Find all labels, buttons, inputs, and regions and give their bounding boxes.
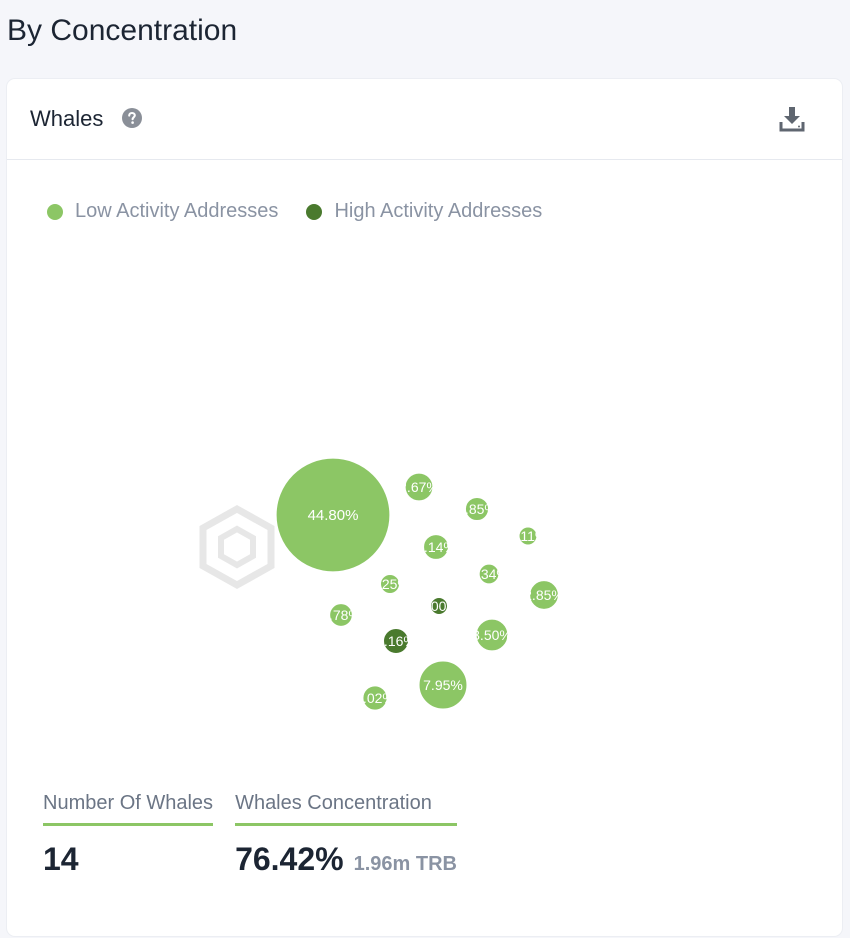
legend-item-high[interactable]: High Activity Addresses: [306, 200, 542, 223]
stat-value: 14: [43, 841, 79, 877]
legend-dot-low: [47, 203, 63, 220]
bubble[interactable]: 1.85%: [457, 496, 497, 522]
bubble-chart-svg: 44.80% 2.67% 1.85% 1.11% 2.14% 1.34% 1.25% 2.85…: [199, 457, 564, 711]
bubble-label: 3.50%: [472, 627, 512, 643]
bubble-label: 1.25%: [370, 576, 410, 592]
card-title: Whales: [30, 106, 104, 131]
bubble-circle[interactable]: [418, 660, 468, 710]
bubble-chart: 44.80% 2.67% 1.85% 1.11% 2.14% 1.34% 1.25% 2.85…: [7, 219, 842, 779]
stat-whales-concentration: Whales Concentration 76.42% 1.96m TRB: [235, 792, 457, 878]
bubble[interactable]: 2.85%: [524, 580, 564, 610]
bubble-circle[interactable]: [362, 685, 388, 711]
bubble-circle[interactable]: [423, 534, 449, 560]
chart-legend: Low Activity Addresses High Activity Add…: [47, 200, 570, 223]
bubble-label: 1.11%: [509, 528, 548, 544]
stats-row: Number Of Whales 14 Whales Concentration…: [43, 792, 479, 878]
bubble[interactable]: 2.02%: [355, 685, 395, 711]
stat-value: 76.42%: [235, 841, 344, 877]
bubble[interactable]: 7.95%: [418, 660, 468, 710]
bubble-label: 44.80%: [308, 507, 359, 524]
legend-label-low: Low Activity Addresses: [75, 200, 279, 222]
question-circle-icon[interactable]: [122, 108, 142, 128]
card-header: Whales: [7, 79, 842, 160]
bubble[interactable]: 1.25%: [370, 573, 410, 595]
bubble[interactable]: 2.67%: [399, 472, 439, 502]
bubble-label: 1.34%: [469, 566, 509, 582]
bubble-label: 7.95%: [423, 677, 463, 693]
bubble-circle[interactable]: [329, 603, 353, 627]
bubble-label: 2.85%: [524, 587, 564, 603]
bubble[interactable]: 2.14%: [416, 534, 456, 560]
whales-card: Whales Low Activity Addresses High Activ…: [7, 79, 842, 936]
bubble-label: 1.85%: [457, 501, 497, 517]
bubble-label: 2.14%: [416, 539, 456, 555]
bubble[interactable]: 1.78%: [321, 603, 361, 627]
bubble[interactable]: 1.34%: [469, 563, 509, 585]
bubble-circle[interactable]: [529, 580, 559, 610]
legend-item-low[interactable]: Low Activity Addresses: [47, 200, 278, 223]
bubble[interactable]: 1.00%: [419, 597, 459, 615]
bubble-label: 1.78%: [321, 607, 361, 623]
legend-dot-high: [306, 203, 323, 220]
stat-number-of-whales: Number Of Whales 14: [43, 792, 214, 878]
bubble-circle[interactable]: [379, 573, 401, 595]
legend-label-high: High Activity Addresses: [334, 200, 543, 222]
bubble[interactable]: 1.11%: [509, 526, 548, 546]
bubble[interactable]: 3.50%: [472, 618, 512, 652]
bubble-circle[interactable]: [404, 472, 434, 502]
bubble-label: 2.16%: [376, 633, 416, 649]
bubble-circle[interactable]: [478, 563, 500, 585]
download-icon[interactable]: [779, 105, 805, 133]
bubble-label: 2.02%: [355, 690, 395, 706]
stat-subvalue: 1.96m TRB: [353, 853, 457, 875]
bubble[interactable]: 2.16%: [376, 628, 416, 654]
bubble-label: 2.67%: [399, 479, 439, 495]
stat-label: Whales Concentration: [235, 792, 457, 826]
bubble-circle[interactable]: [383, 628, 409, 654]
watermark: [199, 504, 275, 590]
bubble-circle[interactable]: [464, 496, 490, 522]
stat-label: Number Of Whales: [43, 792, 214, 826]
bubble-circle[interactable]: [518, 526, 538, 546]
bubble-label: 1.00%: [419, 598, 459, 614]
page-title: By Concentration: [7, 14, 238, 47]
bubble[interactable]: 44.80%: [275, 457, 391, 573]
bubble-circle[interactable]: [275, 457, 391, 573]
bubble-circle[interactable]: [430, 597, 448, 615]
bubble-circle[interactable]: [475, 618, 509, 652]
